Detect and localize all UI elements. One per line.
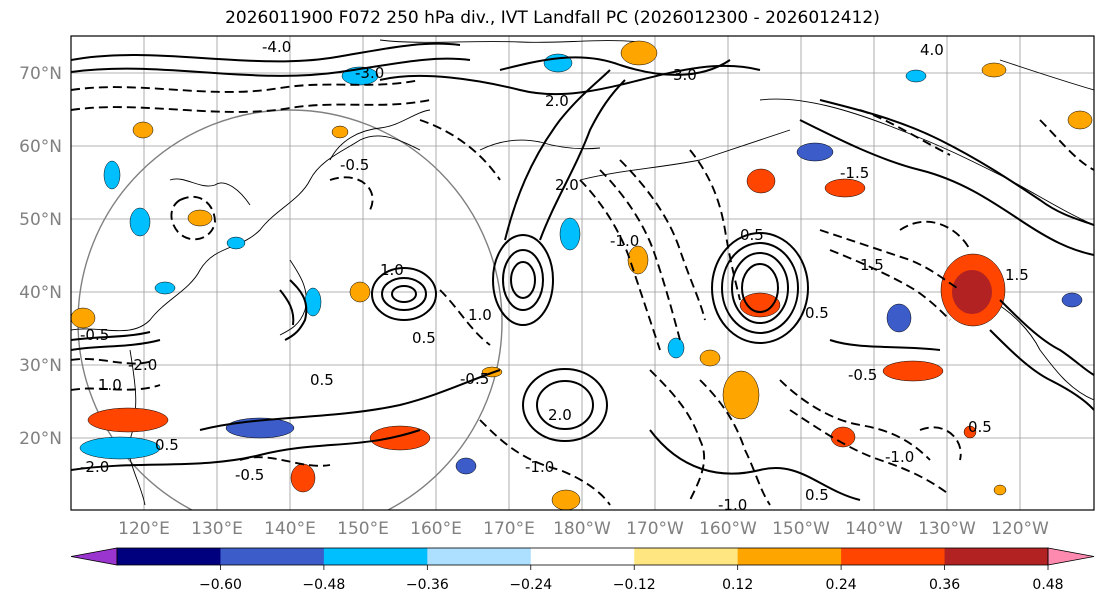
contour-labels: -4.0 -3.0 2.0 3.0 4.0 -1.0 -0.5 0.5 1.0 … bbox=[80, 38, 1029, 514]
lat-label: 50°N bbox=[19, 210, 62, 230]
contour-label: 4.0 bbox=[920, 41, 944, 59]
map-title: 2026011900 F072 250 hPa div., IVT Landfa… bbox=[225, 8, 880, 28]
colorbar-tick-label: −0.60 bbox=[199, 577, 242, 593]
contour-label: -2.0 bbox=[80, 458, 109, 476]
contour-label: -1.0 bbox=[610, 232, 639, 250]
contour-label: 1.0 bbox=[98, 376, 122, 394]
contour-label: 3.0 bbox=[673, 66, 697, 84]
colorbar-extend-min bbox=[70, 547, 118, 566]
lat-label: 70°N bbox=[19, 64, 62, 84]
latitude-labels: 70°N 60°N 50°N 40°N 30°N 20°N bbox=[19, 64, 62, 449]
colorbar-extend-max bbox=[1047, 547, 1095, 566]
colorbar-tick-label: −0.48 bbox=[302, 577, 345, 593]
contour-label: -0.5 bbox=[80, 326, 109, 344]
contour-label: 0.5 bbox=[310, 371, 334, 389]
contour-label: -1.5 bbox=[840, 164, 869, 182]
contour-label: -1.0 bbox=[718, 496, 747, 514]
lon-label: 140°E bbox=[264, 519, 316, 539]
colorbar-bin bbox=[220, 548, 325, 565]
colorbar-bin bbox=[530, 548, 635, 565]
contour-label: 0.5 bbox=[968, 418, 992, 436]
colorbar-bin bbox=[944, 548, 1049, 565]
colorbar-tick-label: −0.36 bbox=[406, 577, 449, 593]
contour-label: -0.5 bbox=[235, 466, 264, 484]
contour-label: -1.0 bbox=[885, 448, 914, 466]
solid-contours bbox=[71, 42, 1094, 501]
colorbar-frame bbox=[116, 547, 1049, 566]
colorbar-tick-label: 0.36 bbox=[929, 577, 960, 593]
lon-label: 160°W bbox=[699, 519, 757, 539]
colorbar-bin bbox=[737, 548, 842, 565]
colorbar-bin bbox=[841, 548, 946, 565]
contour-label: 0.5 bbox=[412, 329, 436, 347]
colorbar-tick-label: −0.12 bbox=[613, 577, 656, 593]
contour-label: -0.5 bbox=[460, 370, 489, 388]
lon-label: 130°E bbox=[191, 519, 243, 539]
contour-label: -1.0 bbox=[525, 458, 554, 476]
contour-label: -2.0 bbox=[128, 356, 157, 374]
contour-label: -3.0 bbox=[355, 64, 384, 82]
contour-label: 1.5 bbox=[1005, 266, 1029, 284]
map-frame bbox=[70, 35, 1095, 511]
contour-label: 2.0 bbox=[555, 176, 579, 194]
lat-label: 30°N bbox=[19, 356, 62, 376]
shaded-patches bbox=[71, 40, 1093, 510]
contour-label: 1.0 bbox=[468, 306, 492, 324]
contour-label: 2.0 bbox=[548, 406, 572, 424]
lon-label: 120°W bbox=[991, 519, 1049, 539]
map-content: -4.0 -3.0 2.0 3.0 4.0 -1.0 -0.5 0.5 1.0 … bbox=[71, 36, 1094, 514]
lon-label: 130°W bbox=[918, 519, 976, 539]
colorbar-tick-label: 0.24 bbox=[826, 577, 857, 593]
lon-label: 170°E bbox=[483, 519, 535, 539]
colorbar-tick-label: 0.48 bbox=[1032, 577, 1063, 593]
colorbar-bin bbox=[323, 548, 428, 565]
lon-label: 140°W bbox=[845, 519, 903, 539]
lat-label: 60°N bbox=[19, 137, 62, 157]
colorbar-ticks: −0.60 −0.48 −0.36 −0.24 −0.12 0.12 0.24 0.36 0.4… bbox=[199, 565, 1064, 593]
colorbar-tick-label: −0.24 bbox=[509, 577, 552, 593]
lat-label: 20°N bbox=[19, 429, 62, 449]
lon-label: 120°E bbox=[118, 519, 170, 539]
contour-label: -0.5 bbox=[848, 366, 877, 384]
dashed-contours bbox=[71, 79, 1094, 506]
lon-label: 150°E bbox=[337, 519, 389, 539]
contour-label: 0.5 bbox=[740, 226, 764, 244]
contour-label: 1.5 bbox=[860, 256, 884, 274]
contour-label: 0.5 bbox=[805, 304, 829, 322]
contour-label: 0.5 bbox=[805, 486, 829, 504]
colorbar-bin bbox=[117, 548, 221, 565]
longitude-labels: 120°E 130°E 140°E 150°E 160°E 170°E 180°… bbox=[118, 519, 1049, 539]
contour-label: 0.5 bbox=[155, 436, 179, 454]
colorbar-tick-label: 0.12 bbox=[722, 577, 753, 593]
contour-label: 2.0 bbox=[545, 92, 569, 110]
lon-label: 160°E bbox=[410, 519, 462, 539]
colorbar-bin bbox=[427, 548, 532, 565]
contour-label: -4.0 bbox=[262, 38, 291, 56]
colorbar bbox=[70, 547, 1095, 566]
lat-label: 40°N bbox=[19, 283, 62, 303]
lon-label: 150°W bbox=[772, 519, 830, 539]
lon-label: 180°W bbox=[553, 519, 611, 539]
lon-label: 170°W bbox=[626, 519, 684, 539]
contour-label: 1.0 bbox=[380, 261, 404, 279]
colorbar-bin bbox=[634, 548, 739, 565]
contour-label: -0.5 bbox=[340, 156, 369, 174]
